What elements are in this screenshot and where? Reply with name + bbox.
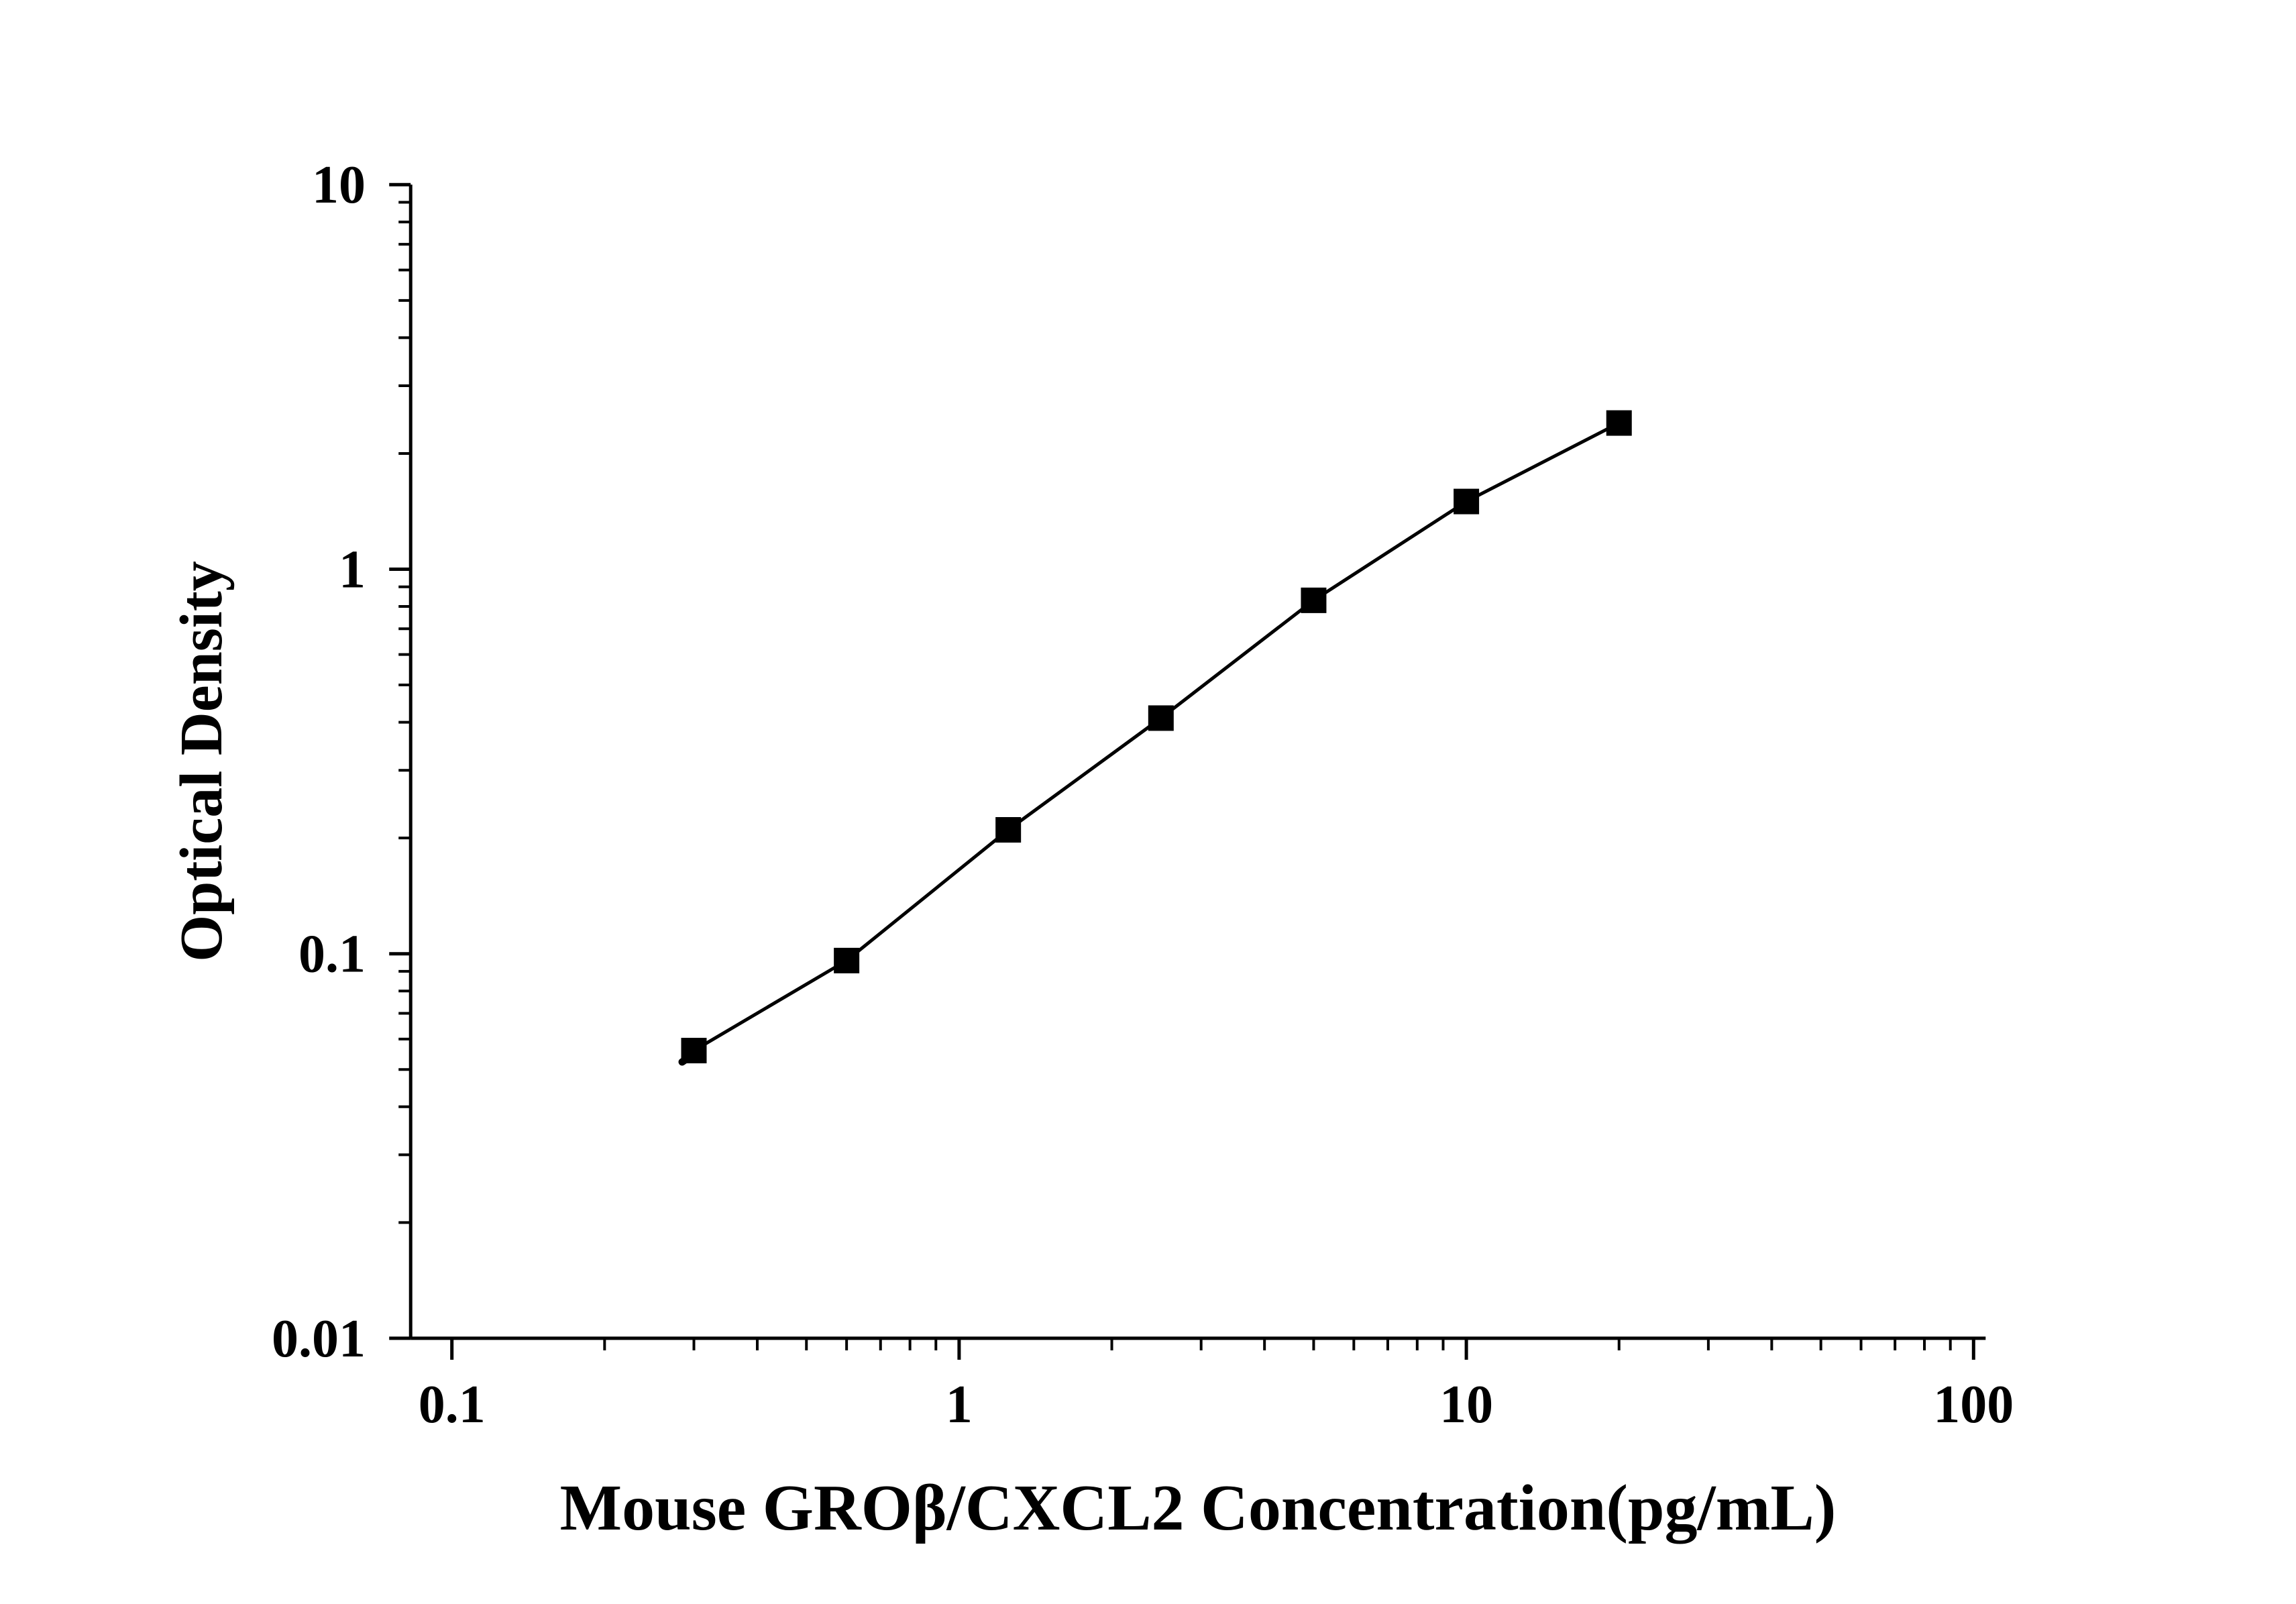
svg-text:100: 100 — [1933, 1375, 2014, 1434]
svg-text:Mouse GROβ/CXCL2 Concentration: Mouse GROβ/CXCL2 Concentration(pg/mL) — [560, 1472, 1837, 1544]
svg-text:0.1: 0.1 — [419, 1375, 486, 1434]
svg-text:1: 1 — [339, 541, 366, 600]
svg-text:10: 10 — [312, 156, 366, 215]
svg-text:0.01: 0.01 — [272, 1309, 366, 1369]
svg-text:Optical Density: Optical Density — [168, 561, 235, 961]
svg-text:1: 1 — [946, 1375, 973, 1434]
svg-text:0.1: 0.1 — [298, 925, 366, 984]
svg-text:10: 10 — [1439, 1375, 1493, 1434]
